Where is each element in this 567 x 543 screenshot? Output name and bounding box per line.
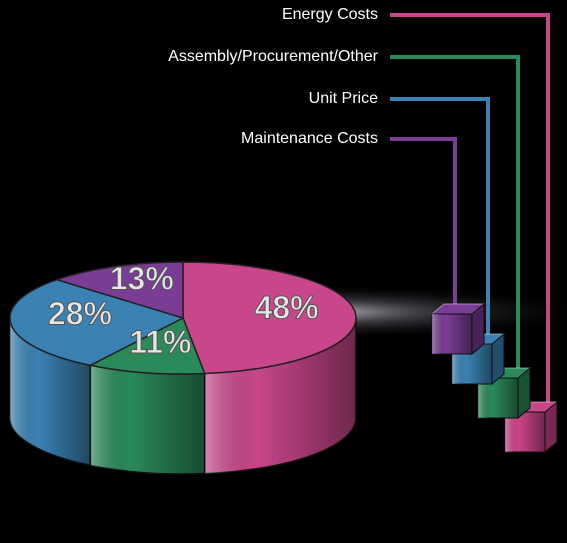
- connector: [390, 137, 457, 310]
- legend-label: Assembly/Procurement/Other: [168, 48, 379, 65]
- cube-front-shade: [432, 314, 472, 354]
- cube-side-shade: [518, 368, 530, 418]
- cube-front-shade: [505, 412, 545, 452]
- value-label: 11%: [129, 324, 191, 360]
- side-shade: [204, 318, 356, 474]
- slice: [9, 278, 185, 367]
- value-label: 28%: [48, 296, 112, 332]
- legend: Energy Costs Assembly/Procurement/Other Un…: [168, 6, 559, 454]
- slice: [182, 261, 357, 375]
- value-label: 48%: [255, 289, 319, 325]
- pie: 48% 11% 28%13%: [9, 260, 357, 475]
- side-shade: [9, 318, 91, 466]
- side-shade: [90, 365, 205, 474]
- legend-label: Energy Costs: [282, 6, 378, 23]
- cube-side-shade: [472, 304, 484, 354]
- legend-label: Maintenance Costs: [241, 130, 378, 147]
- connector: [390, 13, 550, 408]
- legend-label: Unit Price: [309, 90, 378, 107]
- cube-side-shade: [492, 334, 504, 384]
- cube-front-shade: [478, 378, 518, 418]
- slice: [88, 316, 206, 375]
- connector: [390, 55, 520, 374]
- value-label: 13%: [110, 261, 174, 297]
- connector: [390, 97, 490, 340]
- slice: [54, 261, 184, 320]
- cube-side-shade: [545, 402, 557, 452]
